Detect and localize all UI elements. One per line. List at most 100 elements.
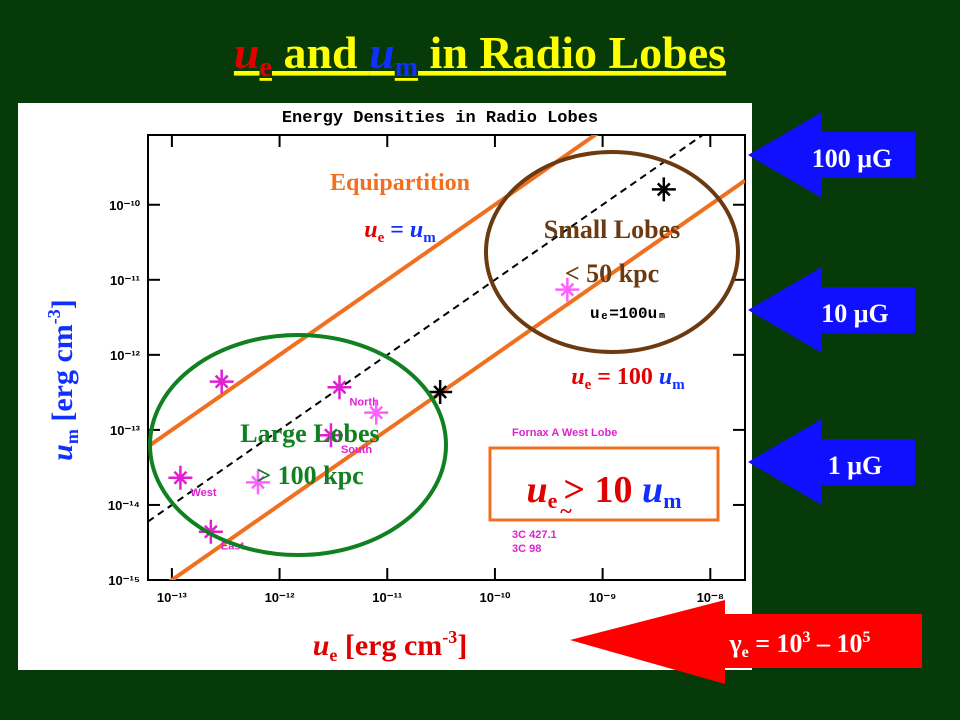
part: e [378, 230, 385, 246]
part: u [313, 629, 330, 662]
legend: Fornax A West Lobe 3C 427.1 3C 98 [512, 427, 617, 555]
part: -3 [44, 309, 64, 324]
part: ] [457, 629, 467, 662]
gamma-arrow [570, 600, 922, 684]
point [364, 400, 389, 425]
part: m [62, 429, 82, 444]
arrow [748, 419, 915, 505]
annotation: Large Lobes [240, 419, 379, 448]
x-tick-label: 10⁻¹⁰ [479, 590, 511, 605]
x-tick-label: 10⁻¹³ [157, 590, 188, 605]
y-tick-label: 10⁻¹⁰ [109, 198, 141, 213]
arrow [748, 267, 915, 353]
legend-entry: 3C 98 [512, 543, 541, 555]
point [428, 379, 453, 404]
part: u [571, 364, 584, 390]
in-plot-label: uₑ=100uₘ [590, 305, 667, 323]
y-tick-label: 10⁻¹⁵ [108, 573, 140, 588]
part: 10 [585, 469, 642, 511]
part: -3 [442, 627, 457, 647]
point [168, 465, 193, 490]
legend-entry: 3C 427.1 [512, 529, 557, 541]
point [209, 369, 234, 394]
y-axis-label: um [erg cm-3] [44, 299, 82, 461]
reference-line [148, 135, 599, 449]
reference-line [168, 178, 745, 580]
part: = [384, 217, 410, 243]
part: u [642, 469, 663, 511]
point-label: West [190, 487, 216, 499]
arrow [748, 112, 915, 198]
part: m [423, 230, 436, 246]
point [327, 375, 352, 400]
x-tick-label: 10⁻¹² [265, 590, 296, 605]
part: = 100 [591, 364, 659, 390]
x-axis-label: ue [erg cm-3] [313, 627, 468, 665]
part: m [672, 377, 685, 393]
part: e [548, 488, 558, 513]
y-tick-label: 10⁻¹³ [110, 423, 141, 438]
annotation: ue = 100 um [571, 364, 685, 393]
part: u [659, 364, 672, 390]
y-tick-label: 10⁻¹¹ [110, 273, 140, 288]
part: ] [46, 299, 79, 309]
point [318, 423, 343, 448]
arrow-label: 1 μG [828, 451, 882, 480]
small-lobes-ellipse [484, 150, 740, 354]
part: e [742, 644, 749, 661]
title-part: m [395, 52, 418, 83]
slide-title: ue and um in Radio Lobes [234, 27, 726, 83]
part: u [364, 217, 377, 243]
annotation: > 100 kpc [256, 461, 363, 490]
plot-title: Energy Densities in Radio Lobes [282, 109, 598, 128]
plot-area: 10⁻¹³ 10⁻¹² 10⁻¹¹ 10⁻¹⁰ 10⁻⁹ 10⁻⁸ 10⁻¹⁵ 10⁻¹⁴ 10… [108, 135, 745, 605]
part: u [526, 469, 547, 511]
x-tick-label: 10⁻⁸ [697, 590, 724, 605]
field-arrows [748, 112, 915, 505]
result-box [488, 446, 720, 522]
x-tick-label: 10⁻¹¹ [372, 590, 402, 605]
annotation: Equipartition [330, 170, 470, 196]
part: u [46, 444, 79, 461]
title-part: u [234, 27, 260, 78]
reference-line [148, 135, 705, 523]
point-label: North [349, 396, 379, 408]
x-tick-label: 10⁻⁹ [589, 590, 617, 605]
annotation: < 50 kpc [565, 259, 659, 288]
part: u [410, 217, 423, 243]
part: 3 [803, 629, 811, 646]
arrow-label: 100 μG [812, 144, 892, 173]
result-tilde: ~ [560, 498, 572, 523]
large-lobes-ellipse [148, 333, 448, 557]
part: [erg cm [337, 629, 442, 662]
title-part: in Radio Lobes [418, 27, 726, 78]
annotation: Small Lobes [544, 215, 681, 244]
part: [erg cm [46, 324, 79, 429]
gamma-label: γe = 103 – 105 [728, 629, 870, 661]
part: γ [728, 629, 741, 658]
part: e [329, 645, 337, 665]
reference-lines [148, 135, 745, 580]
point [245, 470, 270, 495]
arrow-label: 10 μG [821, 299, 888, 328]
y-tick-label: 10⁻¹⁴ [108, 498, 140, 513]
part: e [585, 377, 592, 393]
part: > [563, 469, 585, 511]
part: – 10 [811, 629, 863, 658]
legend-entry: Fornax A West Lobe [512, 427, 617, 439]
point [651, 177, 676, 202]
part: m [663, 488, 681, 513]
result-text: ue > 10 um [526, 469, 681, 513]
title-part: e [260, 52, 272, 83]
axes-frame [147, 134, 746, 581]
plot-panel [18, 103, 752, 670]
part: = 10 [749, 629, 803, 658]
point [555, 277, 580, 302]
y-tick-label: 10⁻¹² [110, 348, 141, 363]
annotation: ue = um [364, 217, 436, 246]
title-part: u [369, 27, 395, 78]
point-label: South [341, 444, 372, 456]
part: 5 [863, 629, 871, 646]
title-part: and [272, 27, 369, 78]
